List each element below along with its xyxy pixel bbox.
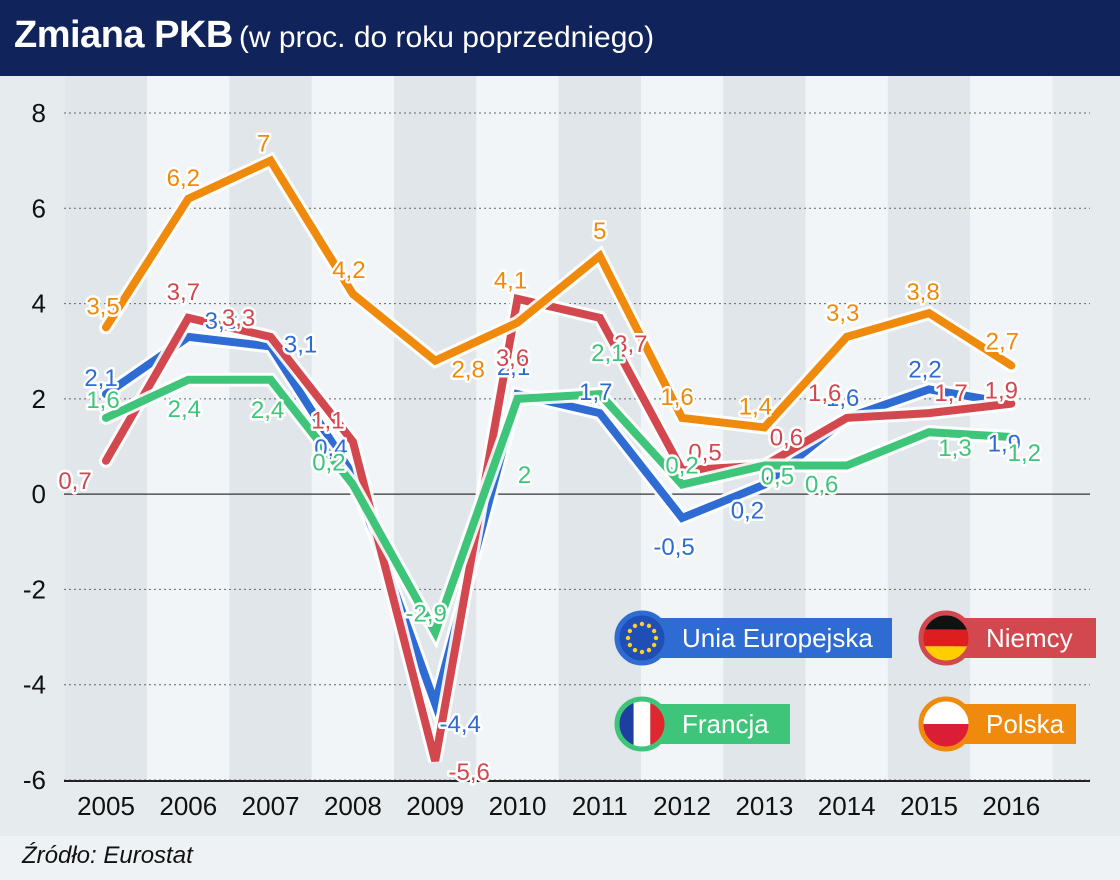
series-line-2	[102, 375, 1016, 643]
data-label: 1,6	[660, 384, 693, 411]
data-label: 2	[518, 462, 531, 489]
data-label: 0,2	[312, 450, 345, 477]
data-label: 0,6	[805, 472, 838, 499]
legend-swatch	[954, 618, 1096, 658]
x-tick-label: 2006	[159, 791, 217, 821]
legend-icon-ring	[614, 610, 670, 666]
x-tick-label: 2015	[900, 791, 958, 821]
legend-label: Francja	[682, 709, 769, 739]
data-label: 1,7	[934, 380, 967, 407]
data-label: 0,4	[314, 435, 347, 462]
y-tick-label: 4	[32, 289, 46, 319]
legend-swatch	[650, 704, 790, 744]
data-label: 1,9	[985, 378, 1018, 405]
legend-item: Polska	[918, 696, 1076, 752]
legend-icon-ring	[918, 696, 974, 752]
data-label: 2,4	[251, 397, 284, 424]
data-label: 1,7	[579, 379, 612, 406]
y-tick-label: 6	[32, 193, 46, 223]
data-label: -2,9	[406, 600, 447, 627]
y-tick-label: -4	[23, 670, 46, 700]
data-label: 1,6	[826, 385, 859, 412]
data-label: 2,2	[908, 356, 941, 383]
x-tick-label: 2009	[406, 791, 464, 821]
data-label: 0,5	[688, 439, 721, 466]
series-line-3	[102, 155, 1016, 432]
data-label: 0,5	[761, 464, 794, 491]
data-label: 1,9	[988, 431, 1021, 458]
data-label: 4,2	[332, 257, 365, 284]
legend-icon-ring	[918, 610, 974, 666]
data-label: 7	[257, 131, 270, 158]
legend-label: Niemcy	[986, 623, 1073, 653]
legend-label: Polska	[986, 709, 1065, 739]
data-label: 2,1	[591, 340, 624, 367]
data-label: 3,6	[496, 345, 529, 372]
data-label: 2,8	[452, 357, 485, 384]
y-tick-label: -6	[23, 765, 46, 795]
legend-icon-ring	[614, 696, 670, 752]
data-label: -0,5	[653, 534, 694, 561]
legend-item: Niemcy	[918, 610, 1096, 666]
chart-title-main: Zmiana PKB	[14, 14, 233, 56]
data-label: 1,6	[808, 380, 841, 407]
data-label: 1,6	[86, 387, 119, 414]
x-tick-label: 2014	[818, 791, 876, 821]
data-label: 3,3	[826, 300, 859, 327]
header-bar: Zmiana PKB (w proc. do roku poprzedniego)	[0, 0, 1120, 76]
data-label: 3,3	[205, 308, 238, 335]
data-label: 3,7	[614, 331, 647, 358]
data-label: 3,8	[906, 279, 939, 306]
chart-area: -6 -4 -2 0 2 4 6 8 2005 2006 2007 2008 2009 2010 2011 2…	[0, 76, 1120, 836]
chart-title-sub: (w proc. do roku poprzedniego)	[238, 21, 655, 54]
chart-title: Zmiana PKB (w proc. do roku poprzedniego)	[14, 14, 654, 57]
data-label: 4,1	[494, 268, 527, 295]
source-note: Źródło: Eurostat	[22, 842, 193, 869]
legend-label: Unia Europejska	[682, 623, 873, 653]
y-tick-label: 8	[32, 98, 46, 128]
x-tick-label: 2008	[324, 791, 382, 821]
data-label: -4,4	[440, 711, 481, 738]
column-band	[64, 76, 148, 780]
data-label: 3,1	[284, 331, 317, 358]
x-tick-label: 2005	[77, 791, 135, 821]
data-label: 0,7	[58, 468, 91, 495]
data-label: 1,3	[938, 435, 971, 462]
x-tick-label: 2016	[982, 791, 1040, 821]
data-label: 0,2	[731, 498, 764, 525]
data-label: 2,7	[986, 329, 1019, 356]
x-tick-label: 2011	[572, 791, 628, 821]
x-tick-label: 2010	[489, 791, 547, 821]
data-label: 2,1	[84, 365, 117, 392]
data-label: 1,2	[1008, 440, 1041, 467]
data-label: 0,6	[770, 425, 803, 452]
x-tick-label: 2007	[242, 791, 300, 821]
column-band	[970, 76, 1053, 780]
legend-swatch	[650, 618, 892, 658]
data-label: 2,1	[497, 354, 530, 381]
data-label: 5	[593, 218, 606, 245]
series-line-1	[102, 293, 1016, 762]
data-label: 0,2	[665, 453, 698, 480]
y-tick-label: 2	[32, 384, 46, 414]
data-label: 1,4	[739, 393, 772, 420]
legend-swatch	[954, 704, 1076, 744]
data-label: -5,6	[449, 759, 490, 786]
y-tick-label: -2	[23, 574, 46, 604]
x-tick-label: 2013	[735, 791, 793, 821]
data-label: 3,7	[167, 279, 200, 306]
data-label: 2,4	[168, 396, 201, 423]
data-label: 6,2	[167, 165, 200, 192]
legend-item: Unia Europejska	[614, 610, 892, 666]
data-label: 1,1	[311, 408, 344, 435]
data-label: 3,3	[222, 305, 255, 332]
data-label: 3,5	[86, 293, 119, 320]
y-tick-label: 0	[32, 479, 46, 509]
x-tick-label: 2012	[653, 791, 711, 821]
legend-item: Francja	[614, 696, 790, 752]
